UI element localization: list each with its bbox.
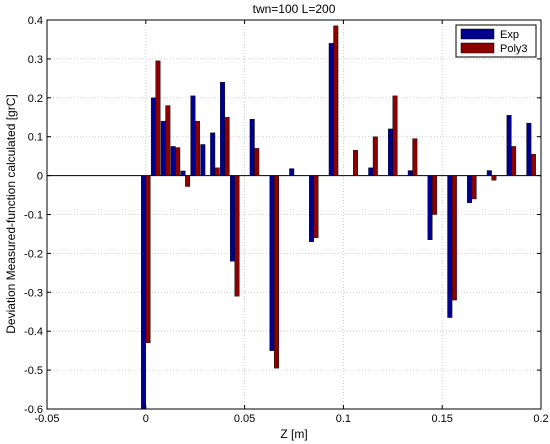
bar-exp — [289, 168, 295, 176]
y-tick-label: -0.2 — [24, 248, 43, 260]
y-tick-labels: -0.6 -0.5 -0.4 -0.3 -0.2 -0.1 0 0.1 0.2 0.3 0.4 — [24, 15, 43, 416]
bar-exp — [447, 175, 453, 318]
legend-swatch-exp — [460, 28, 495, 40]
x-tick-label: -0.05 — [34, 413, 59, 425]
x-tick-label: 0.05 — [234, 413, 255, 425]
bar-exp — [309, 175, 314, 242]
legend-swatch-poly3 — [460, 42, 495, 54]
bar-exp — [328, 43, 334, 176]
bar-exp — [190, 95, 196, 176]
bar-poly3 — [491, 175, 497, 181]
x-tick-label: 0 — [143, 413, 149, 425]
bar-exp — [388, 128, 393, 176]
bar-poly3 — [145, 175, 151, 344]
axis-ticks — [46, 19, 542, 410]
bar-poly3 — [392, 95, 398, 176]
x-tick-label: 0.15 — [431, 413, 452, 425]
legend-label-poly3: Poly3 — [500, 43, 528, 55]
y-tick-label: -0.3 — [24, 287, 43, 299]
bar-poly3 — [274, 175, 279, 369]
bar-exp — [368, 167, 374, 176]
y-tick-label: 0.1 — [28, 132, 43, 144]
bar-poly3 — [254, 148, 260, 176]
bar-poly3 — [185, 175, 191, 187]
chart-title: twn=100 L=200 — [253, 2, 336, 16]
y-tick-label: 0.3 — [28, 54, 43, 66]
y-axis-title: Deviation Measured-function calculated [… — [4, 94, 18, 333]
bar-poly3 — [511, 146, 517, 176]
bar-poly3 — [333, 25, 339, 176]
bar-poly3 — [530, 154, 536, 176]
bar-exp — [180, 170, 186, 176]
bar-poly3 — [412, 138, 418, 176]
bar-poly3 — [353, 150, 359, 176]
bar-exp — [150, 97, 156, 176]
bar-poly3 — [194, 120, 200, 176]
bar-poly3 — [471, 175, 477, 200]
x-axis-title: Z [m] — [280, 427, 307, 441]
y-tick-label: -0.1 — [24, 210, 43, 222]
y-tick-label: -0.6 — [24, 404, 43, 416]
bar-exp — [526, 122, 532, 176]
bar-exp — [269, 175, 275, 351]
bar-exp — [210, 132, 216, 176]
bar-exp — [220, 82, 226, 176]
bar-poly3 — [165, 105, 171, 176]
bar-exp — [486, 170, 492, 176]
x-tick-label: 0.1 — [336, 413, 351, 425]
y-tick-label: 0 — [37, 171, 43, 183]
bar-poly3 — [224, 117, 230, 176]
bar-poly3 — [234, 175, 240, 297]
bar-exp — [467, 175, 473, 204]
x-tick-label: 0.2 — [533, 413, 548, 425]
bar-poly3 — [313, 175, 319, 239]
bar-exp — [407, 170, 413, 176]
x-tick-labels: -0.05 0 0.05 0.1 0.15 0.2 — [34, 413, 548, 425]
bar-poly3 — [155, 60, 161, 176]
bar-exp — [249, 118, 255, 176]
bar-exp — [160, 120, 166, 176]
y-tick-label: -0.5 — [24, 365, 43, 377]
bar-poly3 — [214, 167, 220, 176]
bar-exp — [427, 175, 433, 240]
bars — [141, 25, 536, 410]
legend-label-exp: Exp — [500, 29, 519, 41]
bar-poly3 — [432, 175, 438, 215]
bar-poly3 — [175, 147, 181, 176]
y-tick-label: -0.4 — [24, 326, 43, 338]
bar-exp — [229, 175, 235, 262]
bar-exp — [141, 175, 147, 410]
bar-exp — [170, 146, 176, 176]
y-tick-label: 0.4 — [28, 15, 43, 27]
bar-exp — [200, 144, 206, 176]
y-tick-label: 0.2 — [28, 93, 43, 105]
legend: Exp Poly3 — [455, 24, 537, 58]
bar-exp — [506, 115, 512, 176]
bar-poly3 — [451, 175, 457, 301]
bar-poly3 — [372, 136, 378, 176]
